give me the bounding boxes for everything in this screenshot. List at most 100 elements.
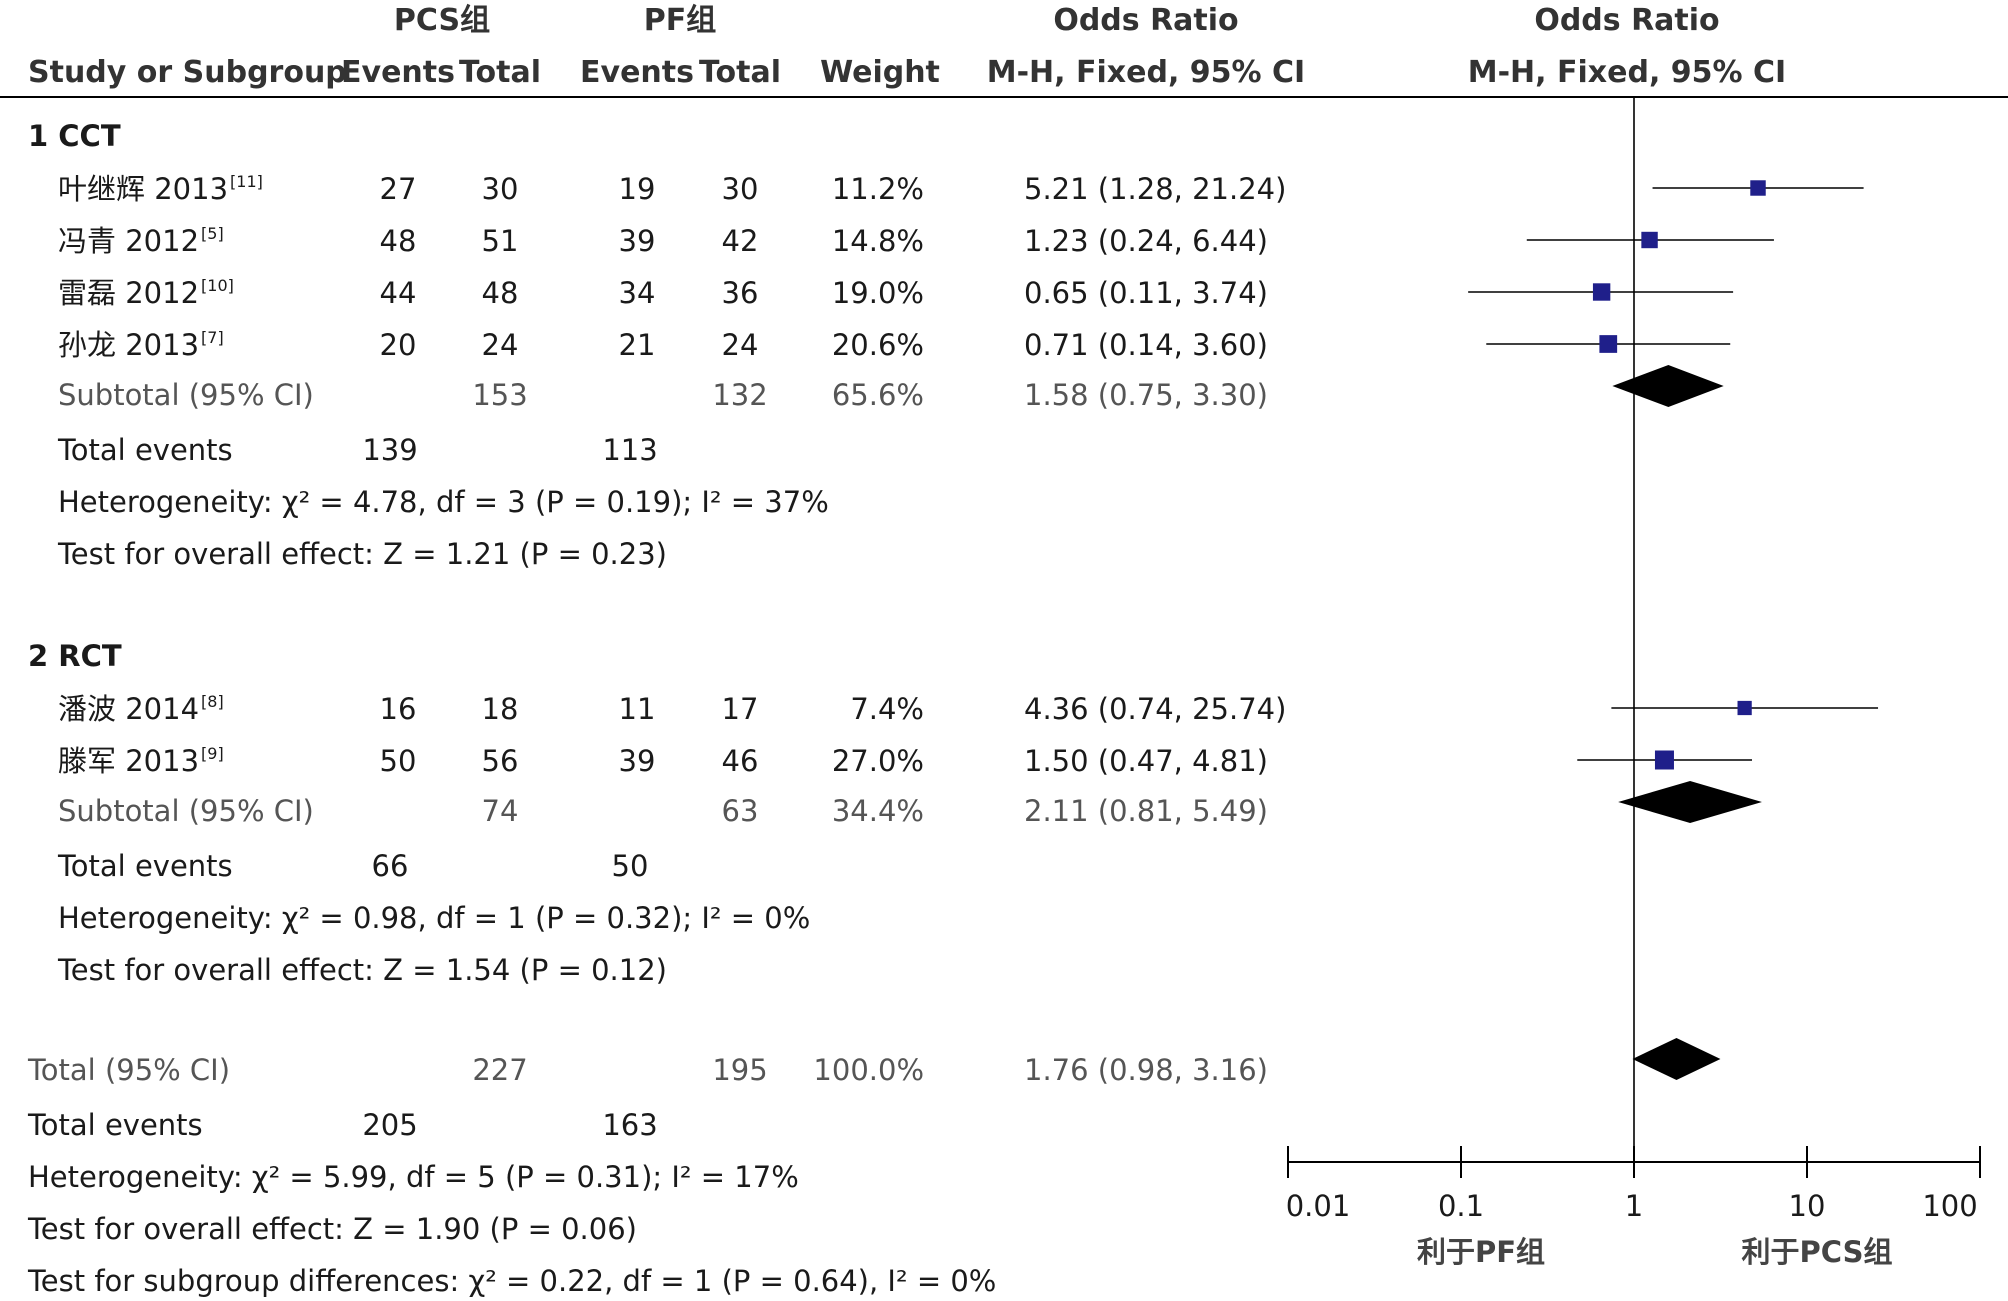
subtotal-row: Subtotal (95% CI) 153 132 65.6% 1.58 (0.75, … [58, 378, 1268, 412]
header-total-1: Total [459, 55, 541, 90]
cell-t2: 36 [722, 276, 759, 310]
total-overall-effect-text: Test for overall effect: Z = 1.90 (P = 0… [27, 1212, 637, 1246]
total-row: Total (95% CI) 227 195 100.0% 1.76 (0.98, 3.… [27, 1053, 1268, 1087]
cell-t2: 42 [722, 224, 759, 258]
cell-weight: 19.0% [832, 276, 924, 310]
x-tick-label: 0.01 [1286, 1189, 1351, 1223]
cell-or: 5.21 (1.28, 21.24) [1024, 172, 1286, 206]
total-events-label: Total events [57, 433, 233, 467]
subgroup-label: 1 CCT [28, 119, 121, 153]
cell-e1: 20 [380, 328, 417, 362]
cell-t1: 18 [482, 692, 519, 726]
study-marker [1737, 700, 1752, 716]
x-tick-label: 10 [1789, 1189, 1826, 1223]
cell-or: 0.65 (0.11, 3.74) [1024, 276, 1268, 310]
cell-t2: 17 [722, 692, 759, 726]
study-marker [1750, 180, 1766, 196]
subgroup-differences-text: Test for subgroup differences: χ² = 0.22… [27, 1264, 996, 1298]
header-or-method: M-H, Fixed, 95% CI [987, 55, 1305, 90]
header-group1: PCS组 [394, 3, 490, 38]
header-events-1: Events [341, 55, 455, 90]
cell-t1: 24 [482, 328, 519, 362]
subtotal-t2: 132 [712, 378, 767, 412]
cell-t1: 48 [482, 276, 519, 310]
total-events-row: Total events 139 113 [57, 433, 658, 467]
cell-e1: 27 [380, 172, 417, 206]
cell-or: 1.23 (0.24, 6.44) [1024, 224, 1268, 258]
study-name: 冯青 2012 [58, 224, 199, 258]
subtotal-label: Subtotal (95% CI) [58, 794, 314, 828]
study-row: 潘波 2014 [8] 16 18 11 17 7.4% 4.36 (0.74, 25.74) [58, 692, 1879, 726]
subtotal-t1: 153 [472, 378, 527, 412]
total-events-label: Total events [27, 1108, 203, 1142]
total-events-e1: 66 [372, 849, 409, 883]
subtotal-weight: 34.4% [832, 794, 924, 828]
overall-effect-text: Test for overall effect: Z = 1.21 (P = 0… [57, 537, 667, 571]
study-row: 滕军 2013 [9] 50 56 39 46 27.0% 1.50 (0.47, 4.81) [58, 744, 1753, 778]
subtotal-weight: 65.6% [832, 378, 924, 412]
subgroup-label: 2 RCT [28, 639, 122, 673]
cell-e1: 44 [380, 276, 417, 310]
study-marker [1641, 231, 1658, 249]
header-events-2: Events [580, 55, 694, 90]
cell-t1: 56 [482, 744, 519, 778]
cell-e2: 39 [619, 744, 656, 778]
cell-weight: 27.0% [832, 744, 924, 778]
header-group2: PF组 [644, 3, 716, 38]
total-events-row: Total events 66 50 [57, 849, 648, 883]
header-total-2: Total [699, 55, 781, 90]
study-ref: [7] [201, 328, 224, 347]
subtotal-diamond [1618, 781, 1762, 823]
cell-or: 0.71 (0.14, 3.60) [1024, 328, 1268, 362]
x-tick-label: 100 [1922, 1189, 1977, 1223]
cell-e1: 16 [380, 692, 417, 726]
study-ref: [9] [201, 744, 224, 763]
study-ref: [10] [201, 276, 234, 295]
cell-t2: 30 [722, 172, 759, 206]
study-name: 孙龙 2013 [58, 328, 199, 362]
cell-e2: 34 [619, 276, 656, 310]
study-ref: [8] [201, 692, 224, 711]
subtotal-or: 2.11 (0.81, 5.49) [1024, 794, 1268, 828]
cell-or: 4.36 (0.74, 25.74) [1024, 692, 1286, 726]
subtotal-t2: 63 [722, 794, 759, 828]
subtotal-row: Subtotal (95% CI) 74 63 34.4% 2.11 (0.81, 5.… [58, 794, 1268, 828]
cell-t1: 30 [482, 172, 519, 206]
study-ref: [5] [201, 224, 224, 243]
total-diamond [1632, 1038, 1721, 1080]
total-heterogeneity-text: Heterogeneity: χ² = 5.99, df = 5 (P = 0.… [28, 1160, 799, 1194]
cell-weight: 11.2% [832, 172, 924, 206]
x-tick-label: 1 [1625, 1189, 1643, 1223]
total-events-row: Total events 205 163 [27, 1108, 658, 1142]
header-study: Study or Subgroup [28, 55, 347, 90]
study-name: 雷磊 2012 [58, 276, 199, 310]
cell-e2: 11 [619, 692, 656, 726]
header-or-title: Odds Ratio [1053, 3, 1238, 38]
study-row: 雷磊 2012 [10] 44 48 34 36 19.0% 0.65 (0.11, 3.74… [58, 276, 1734, 310]
cell-e2: 21 [619, 328, 656, 362]
cell-weight: 14.8% [832, 224, 924, 258]
study-marker [1599, 335, 1618, 353]
subtotal-weight: 100.0% [813, 1053, 924, 1087]
total-events-e2: 50 [612, 849, 649, 883]
cell-e1: 50 [380, 744, 417, 778]
study-name: 滕军 2013 [58, 744, 199, 778]
total-events-e1: 139 [362, 433, 417, 467]
total-events-e1: 205 [362, 1108, 417, 1142]
total-events-label: Total events [57, 849, 233, 883]
favours-right-label: 利于PCS组 [1742, 1235, 1893, 1269]
cell-e2: 19 [619, 172, 656, 206]
cell-t2: 24 [722, 328, 759, 362]
cell-t2: 46 [722, 744, 759, 778]
total-events-e2: 113 [602, 433, 657, 467]
favours-left-label: 利于PF组 [1417, 1235, 1545, 1269]
study-name: 潘波 2014 [58, 692, 199, 726]
study-row: 叶继辉 2013 [11] 27 30 19 30 11.2% 5.21 (1.28, 21.… [58, 172, 1864, 206]
subtotal-label: Subtotal (95% CI) [58, 378, 314, 412]
heterogeneity-text: Heterogeneity: χ² = 0.98, df = 1 (P = 0.… [58, 901, 810, 935]
cell-e2: 39 [619, 224, 656, 258]
total-events-e2: 163 [602, 1108, 657, 1142]
cell-e1: 48 [380, 224, 417, 258]
subtotal-t2: 195 [712, 1053, 767, 1087]
